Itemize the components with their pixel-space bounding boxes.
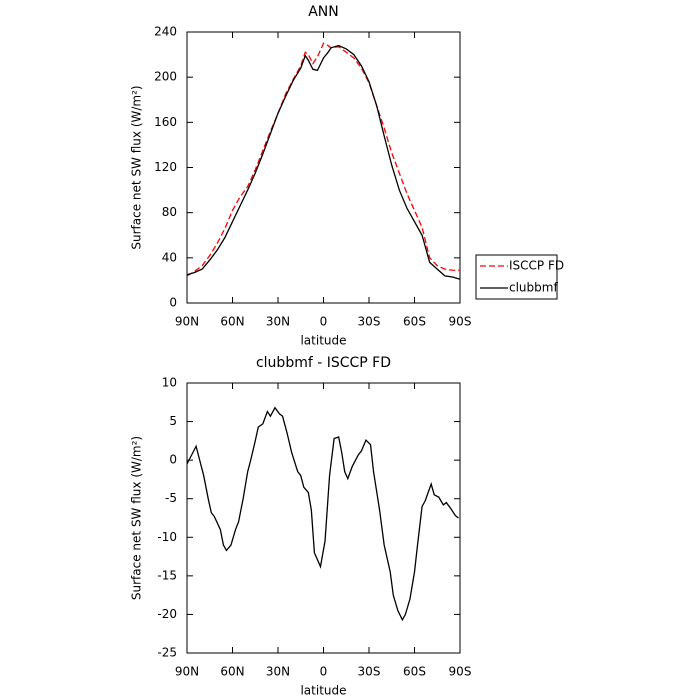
chart-title: clubbmf - ISCCP FD xyxy=(256,355,391,371)
x-tick-label: 30S xyxy=(358,665,381,679)
x-tick-label: 0 xyxy=(320,315,328,329)
x-tick-label: 60S xyxy=(403,315,426,329)
y-tick-label: 5 xyxy=(169,414,177,428)
y-tick-label: -15 xyxy=(157,568,177,582)
legend-label: clubbmf xyxy=(509,281,558,295)
y-tick-label: 10 xyxy=(162,376,177,390)
y-tick-label: 0 xyxy=(169,296,177,310)
x-tick-label: 90N xyxy=(175,315,199,329)
x-axis-label: latitude xyxy=(300,334,346,348)
y-tick-label: -25 xyxy=(157,646,177,660)
data-line xyxy=(186,44,461,280)
y-tick-label: 120 xyxy=(154,160,177,174)
x-tick-label: 90N xyxy=(175,665,199,679)
y-tick-label: 80 xyxy=(162,205,177,219)
y-axis-label: Surface net SW flux (W/m²) xyxy=(130,85,144,249)
y-tick-label: 200 xyxy=(154,70,177,84)
x-tick-label: 90S xyxy=(449,665,472,679)
y-tick-label: 0 xyxy=(169,453,177,467)
chart-title: ANN xyxy=(308,4,339,20)
plot-frame xyxy=(186,31,461,304)
plot-frame xyxy=(186,382,461,654)
x-tick-label: 30N xyxy=(266,665,290,679)
y-tick-label: 40 xyxy=(162,250,177,264)
legend-label: ISCCP FD xyxy=(509,259,564,273)
y-tick-label: -10 xyxy=(157,530,177,544)
data-line xyxy=(186,406,459,622)
y-tick-label: -5 xyxy=(165,491,177,505)
y-tick-label: 160 xyxy=(154,115,177,129)
x-axis-label: latitude xyxy=(300,684,346,698)
y-tick-label: -20 xyxy=(157,607,177,621)
x-tick-label: 60N xyxy=(220,315,244,329)
y-tick-label: 240 xyxy=(154,25,177,39)
legend-box xyxy=(475,254,558,300)
data-line xyxy=(186,42,460,277)
x-tick-label: 30N xyxy=(266,315,290,329)
y-axis-label: Surface net SW flux (W/m²) xyxy=(130,436,144,600)
x-tick-label: 0 xyxy=(320,665,328,679)
x-tick-label: 60N xyxy=(220,665,244,679)
x-tick-label: 90S xyxy=(449,315,472,329)
x-tick-label: 30S xyxy=(358,315,381,329)
x-tick-label: 60S xyxy=(403,665,426,679)
